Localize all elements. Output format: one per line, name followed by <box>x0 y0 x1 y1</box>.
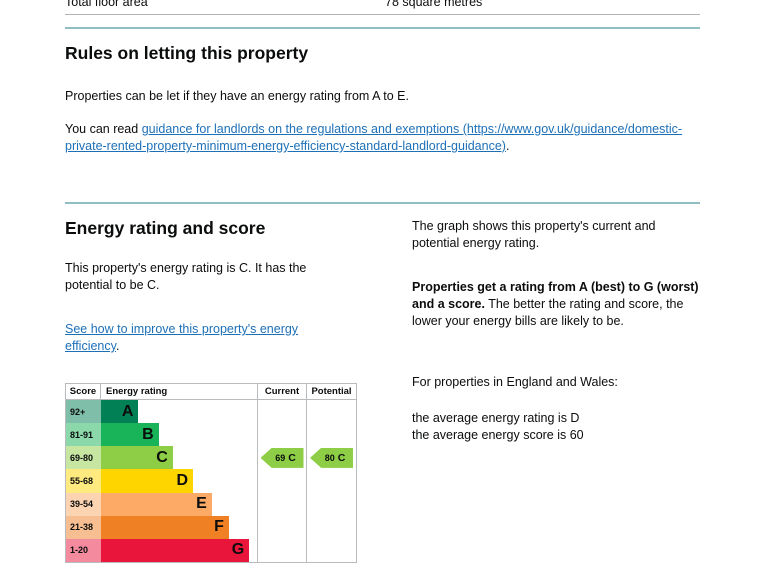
epc-potential-cell <box>306 469 356 493</box>
epc-score-range-g: 1-20 <box>66 538 101 562</box>
epc-score-range-a: 92+ <box>66 400 101 424</box>
epc-rating-graph: Score Energy rating Current Potential 92… <box>65 383 357 563</box>
epc-band-row-c: 69-80 C 69 C 80 C <box>66 446 356 470</box>
potential-rating-arrow-letter: C <box>337 451 346 464</box>
epc-score-range-b: 81-91 <box>66 423 101 447</box>
epc-band-row-b: 81-91 B <box>66 423 356 447</box>
score-column-header: Score <box>66 384 101 399</box>
epc-band-row-d: 55-68 D <box>66 469 356 493</box>
epc-band-row-a: 92+ A <box>66 400 356 424</box>
averages-intro: For properties in England and Wales: <box>412 375 618 389</box>
section-divider <box>65 202 700 204</box>
epc-band-bar-f: F <box>101 515 229 539</box>
improve-paragraph: See how to improve this property's energ… <box>65 321 337 355</box>
current-rating-arrow-score: 69 <box>275 452 286 463</box>
epc-band-bar-c: C <box>101 446 173 470</box>
epc-rating-area: A <box>101 400 257 424</box>
epc-score-range-e: 39-54 <box>66 492 101 516</box>
epc-current-cell <box>257 515 306 539</box>
current-rating-arrow-letter: C <box>288 451 296 464</box>
epc-score-range-f: 21-38 <box>66 515 101 539</box>
epc-current-cell <box>257 469 306 493</box>
epc-band-letter-d: D <box>176 471 189 489</box>
landlord-guidance-link[interactable]: guidance for landlords on the regulation… <box>65 122 683 153</box>
table-row-divider <box>65 14 700 15</box>
epc-potential-cell <box>306 538 356 562</box>
rules-guidance-paragraph: You can read guidance for landlords on t… <box>65 121 687 155</box>
epc-band-letter-a: A <box>121 402 134 420</box>
floor-area-value: 78 square metres <box>385 0 483 9</box>
section-divider <box>65 27 700 29</box>
current-column-header: Current <box>257 384 306 399</box>
epc-rating-area: B <box>101 423 257 447</box>
epc-band-bar-d: D <box>101 469 194 493</box>
epc-band-bar-b: B <box>101 423 159 447</box>
epc-current-cell <box>257 538 306 562</box>
epc-score-range-d: 55-68 <box>66 469 101 493</box>
rules-section-heading: Rules on letting this property <box>65 43 309 63</box>
rating-explanation-rest: The better the rating and score, the low… <box>412 297 684 328</box>
improve-suffix: . <box>115 339 120 353</box>
epc-band-row-e: 39-54 E <box>66 492 356 516</box>
epc-rating-area: G <box>101 538 257 562</box>
rating-explanation-paragraph: Properties get a rating from A (best) to… <box>412 279 700 330</box>
rating-explanation-bold: Properties get a rating from A (best) to… <box>412 280 699 311</box>
rating-section-heading: Energy rating and score <box>65 218 266 238</box>
epc-potential-cell <box>306 492 356 516</box>
epc-rating-area: D <box>101 469 257 493</box>
epc-graph-body: 92+ A 81-91 B 69-80 C 69 C 80 C 55-68 D 39-54 E 21-38 F… <box>66 400 356 562</box>
potential-column-header: Potential <box>306 384 356 399</box>
guidance-text-suffix: . <box>505 139 510 153</box>
potential-rating-arrow: 80 C <box>310 447 353 468</box>
floor-area-label: Total floor area <box>65 0 148 9</box>
epc-band-bar-g: G <box>101 538 250 562</box>
epc-band-bar-e: E <box>101 492 212 516</box>
average-rating-line: the average energy rating is D <box>412 411 580 425</box>
epc-band-letter-f: F <box>214 518 224 536</box>
rating-summary: This property's energy rating is C. It h… <box>65 261 307 292</box>
epc-band-row-g: 1-20 G <box>66 538 356 562</box>
epc-potential-cell <box>306 400 356 424</box>
epc-band-bar-a: A <box>101 400 139 424</box>
potential-rating-arrow-score: 80 <box>324 452 335 463</box>
epc-band-letter-c: C <box>156 448 168 466</box>
epc-rating-area: C <box>101 446 257 470</box>
epc-rating-area: F <box>101 515 257 539</box>
epc-band-row-f: 21-38 F <box>66 515 356 539</box>
guidance-text-prefix: You can read <box>65 122 142 136</box>
epc-score-range-c: 69-80 <box>66 446 101 470</box>
epc-current-cell <box>257 400 306 424</box>
epc-potential-cell <box>306 423 356 447</box>
improve-efficiency-link[interactable]: See how to improve this property's energ… <box>65 322 299 353</box>
current-rating-arrow: 69 C <box>260 447 304 468</box>
epc-rating-area: E <box>101 492 257 516</box>
epc-band-letter-g: G <box>231 541 245 559</box>
epc-potential-cell: 80 C <box>306 446 356 470</box>
epc-band-letter-e: E <box>196 495 207 513</box>
graph-intro-paragraph: The graph shows this property's current … <box>412 219 656 250</box>
epc-current-cell <box>257 492 306 516</box>
epc-current-cell <box>257 423 306 447</box>
epc-current-cell: 69 C <box>257 446 306 470</box>
energy-rating-column-header: Energy rating <box>106 386 168 397</box>
average-score-line: the average energy score is 60 <box>412 428 584 442</box>
epc-potential-cell <box>306 515 356 539</box>
rules-intro-paragraph: Properties can be let if they have an en… <box>65 89 409 103</box>
epc-graph-header: Score Energy rating Current Potential <box>66 384 356 400</box>
epc-band-letter-b: B <box>142 425 154 443</box>
